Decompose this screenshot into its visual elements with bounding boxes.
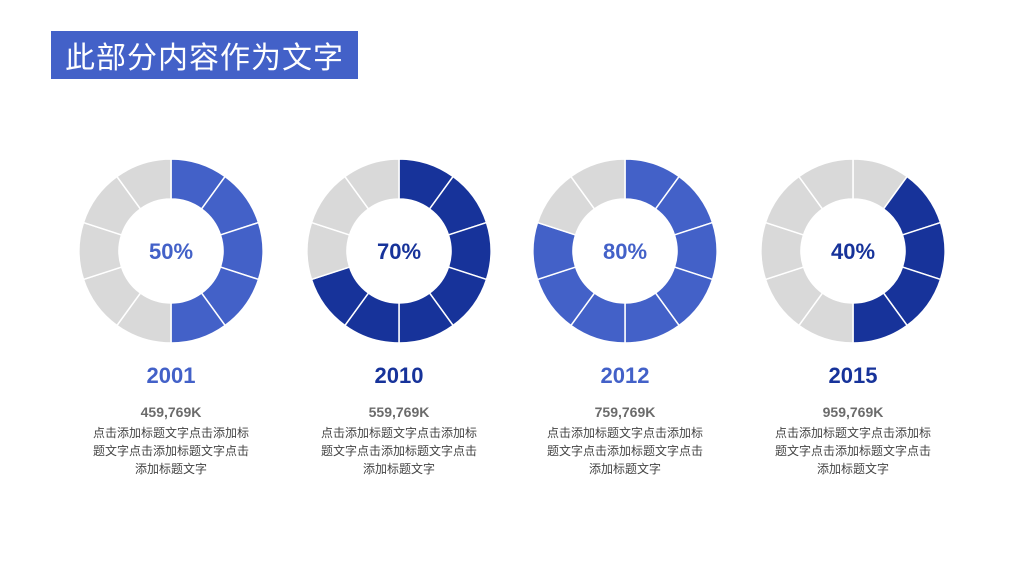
amount-value: 559,769K (368, 404, 430, 420)
percent-label-2015: 40% (831, 239, 875, 264)
donut-segment-2001-10 (115, 158, 172, 210)
percent-label-2010: 70% (377, 239, 421, 264)
donut-segment-2010-10 (343, 158, 400, 210)
percent-label-2012: 80% (603, 239, 647, 264)
donut-chart-2001: 50% (75, 155, 267, 347)
info-block-2001: 2001 459,769K 点击添加标题文字点击添加标题文字点击添加标题文字点击… (71, 360, 271, 478)
description-text: 点击添加标题文字点击添加标题文字点击添加标题文字点击添加标题文字 (93, 426, 250, 476)
year-label: 2012 (600, 363, 650, 388)
description-text: 点击添加标题文字点击添加标题文字点击添加标题文字点击添加标题文字 (775, 426, 932, 476)
amount-value: 759,769K (594, 404, 656, 420)
donut-chart-2010: 70% (303, 155, 495, 347)
donut-segment-2015-10 (797, 158, 854, 210)
donut-svg-2012: 80% (532, 158, 718, 344)
donut-svg-2015: 40% (760, 158, 946, 344)
info-block-2015: 2015 959,769K 点击添加标题文字点击添加标题文字点击添加标题文字点击… (753, 360, 953, 478)
info-block-2012: 2012 759,769K 点击添加标题文字点击添加标题文字点击添加标题文字点击… (525, 360, 725, 478)
page-title-text: 此部分内容作为文字 (65, 42, 344, 75)
donut-segment-2012-10 (569, 158, 626, 210)
donut-svg-2001: 50% (78, 158, 264, 344)
year-label: 2001 (146, 363, 196, 388)
donut-chart-2015: 40% (757, 155, 949, 347)
year-label: 2010 (374, 363, 424, 388)
description-text: 点击添加标题文字点击添加标题文字点击添加标题文字点击添加标题文字 (547, 426, 704, 476)
donut-chart-2012: 80% (529, 155, 721, 347)
percent-label-2001: 50% (149, 239, 193, 264)
page-title: 此部分内容作为文字 (51, 31, 358, 79)
amount-value: 459,769K (140, 404, 202, 420)
year-label: 2015 (828, 363, 878, 388)
info-block-2010: 2010 559,769K 点击添加标题文字点击添加标题文字点击添加标题文字点击… (299, 360, 499, 478)
description-text: 点击添加标题文字点击添加标题文字点击添加标题文字点击添加标题文字 (321, 426, 478, 476)
amount-value: 959,769K (822, 404, 884, 420)
donut-svg-2010: 70% (306, 158, 492, 344)
